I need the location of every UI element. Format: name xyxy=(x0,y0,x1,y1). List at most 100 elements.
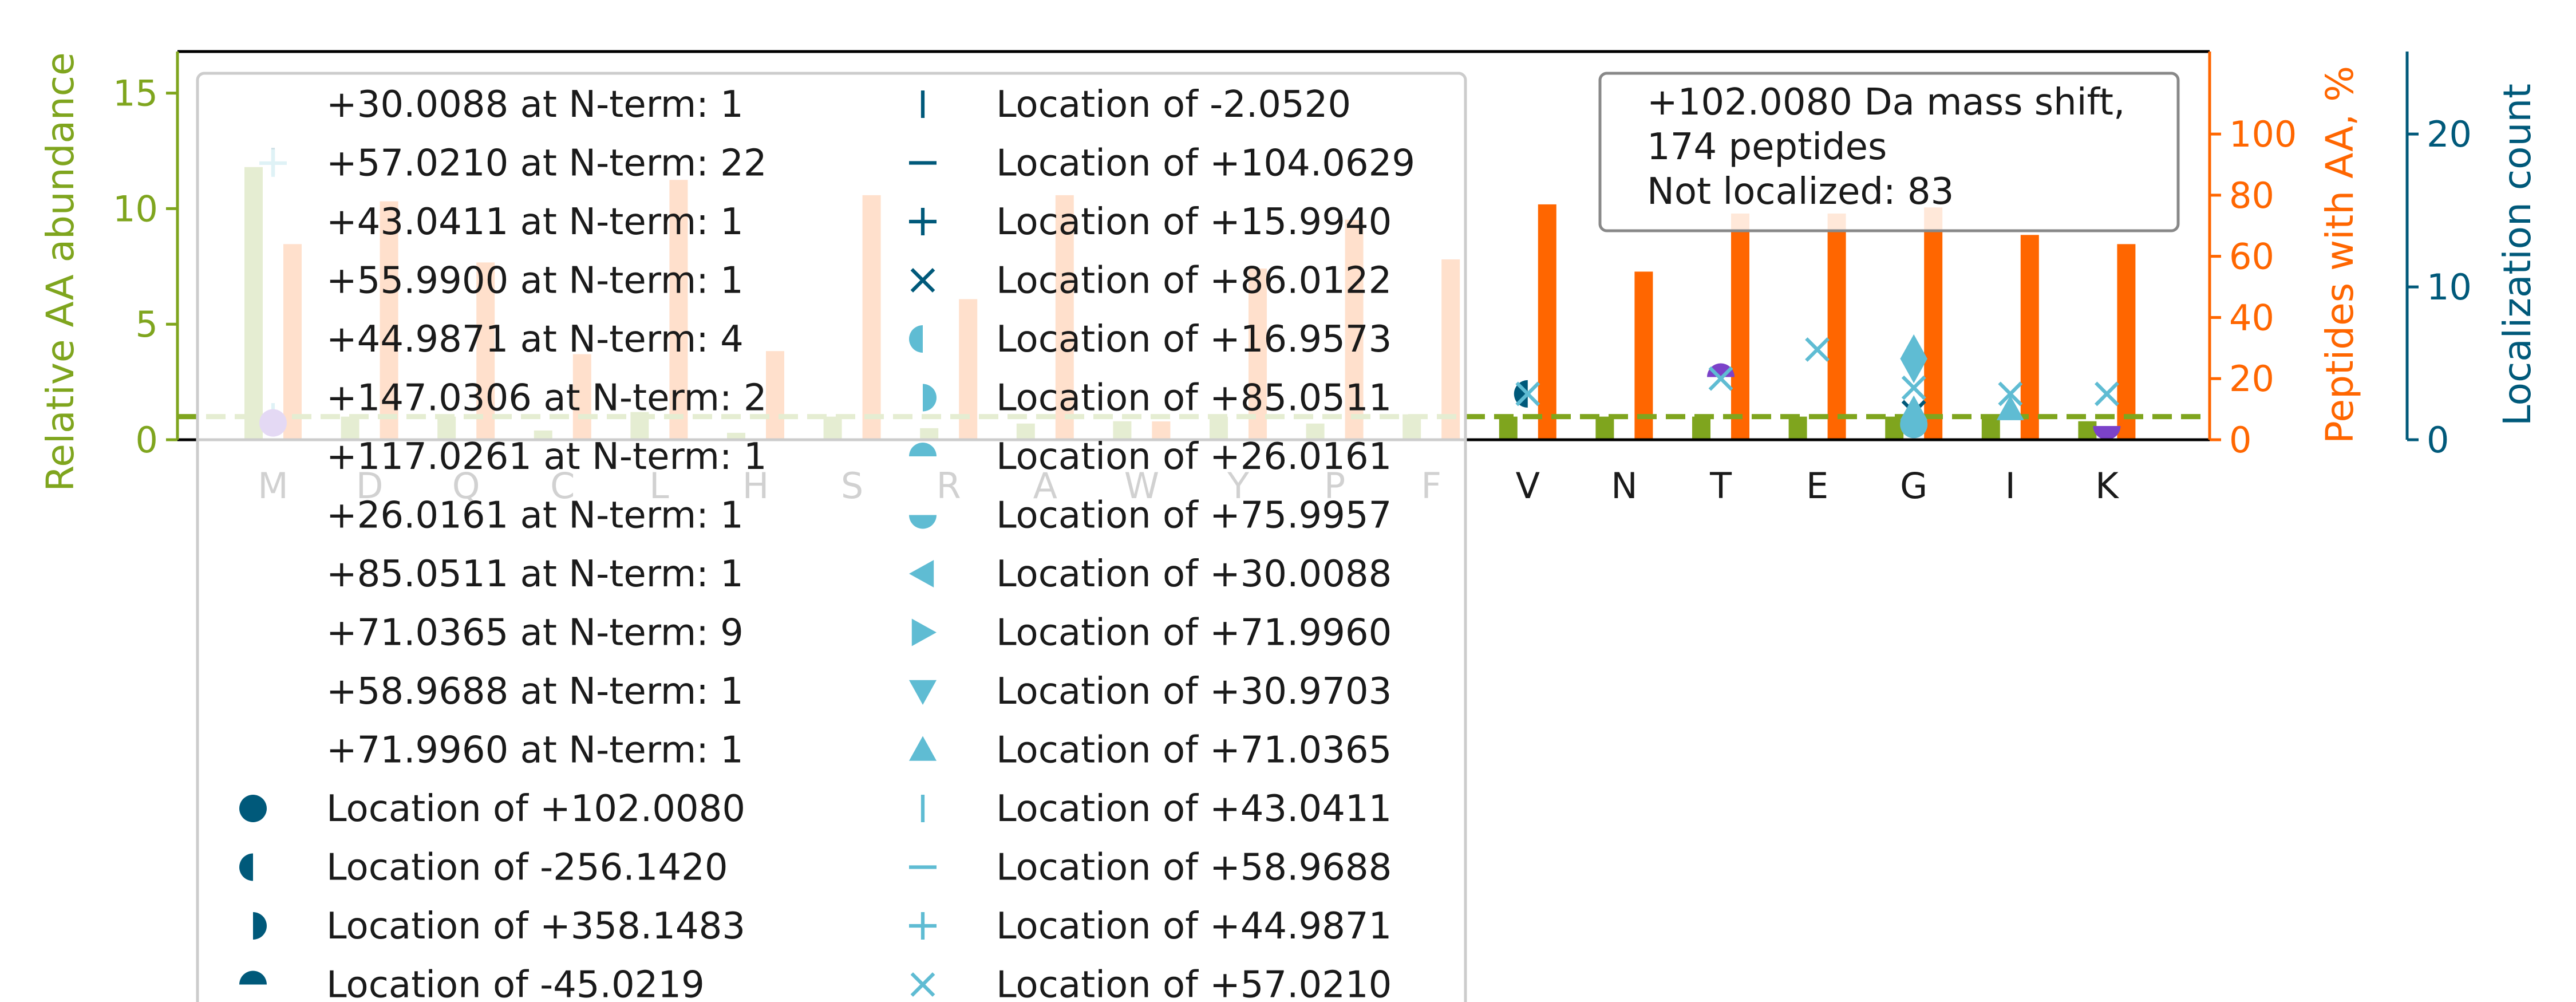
legend-entry-11: +58.9688 at N-term: 1 xyxy=(326,670,744,713)
x-tick-T: T xyxy=(1709,465,1732,507)
legend-entry-14: Location of -256.1420 xyxy=(239,847,728,889)
legend-entry-17: Location of -2.0520 xyxy=(920,84,1351,126)
legend-label-19: Location of +15.9940 xyxy=(996,201,1392,243)
legend-label-1: +30.0088 at N-term: 1 xyxy=(326,84,744,126)
legend-entry-29: Location of +43.0411 xyxy=(920,788,1392,830)
legend-marker-triangle-left-25 xyxy=(909,560,934,587)
legend-entry-6: +147.0306 at N-term: 2 xyxy=(326,377,767,420)
legend-label-4: +55.9900 at N-term: 1 xyxy=(326,260,744,302)
legend-entry-4: +55.9900 at N-term: 1 xyxy=(326,260,744,302)
percent-bar-V xyxy=(1538,204,1556,440)
y-right-tick-100: 100 xyxy=(2229,113,2297,155)
legend-marker-half-top-16 xyxy=(239,971,267,985)
legend-entry-26: Location of +71.9960 xyxy=(911,612,1392,654)
legend-entry-8: +26.0161 at N-term: 1 xyxy=(326,495,744,537)
legend-marker-x-20 xyxy=(910,268,935,293)
legend-entry-22: Location of +85.0511 xyxy=(923,377,1392,420)
y-left-tick-0: 0 xyxy=(136,419,158,461)
legend-marker-x-32 xyxy=(910,972,935,997)
y-right-tick-0: 0 xyxy=(2229,419,2251,461)
legend-entry-2: +57.0210 at N-term: 22 xyxy=(326,143,767,185)
legend-entry-12: +71.9960 at N-term: 1 xyxy=(326,729,744,772)
legend-marker-half-right-15 xyxy=(253,912,267,940)
legend-label-3: +43.0411 at N-term: 1 xyxy=(326,201,744,243)
y-loc-tick-0: 0 xyxy=(2427,419,2449,461)
legend-label-12: +71.9960 at N-term: 1 xyxy=(326,729,744,772)
x-tick-K: K xyxy=(2095,465,2119,507)
legend: +30.0088 at N-term: 1 +57.0210 at N-term:… xyxy=(196,72,1467,1002)
legend-marker-half-top-23 xyxy=(909,443,937,456)
abundance-bar-N xyxy=(1595,416,1614,440)
info-box-line-2: 174 peptides xyxy=(1647,126,1887,168)
legend-marker-triangle-up-28 xyxy=(909,736,937,761)
percent-bar-G xyxy=(1924,207,1943,440)
legend-entry-21: Location of +16.9573 xyxy=(909,318,1392,361)
legend-label-2: +57.0210 at N-term: 22 xyxy=(326,143,767,185)
marker-G-triangle-up-9 xyxy=(1900,334,1928,360)
legend-label-32: Location of +57.0210 xyxy=(996,964,1392,1002)
y-right-tick-80: 80 xyxy=(2229,175,2274,216)
legend-entry-28: Location of +71.0365 xyxy=(909,729,1392,772)
legend-label-18: Location of +104.0629 xyxy=(996,143,1415,185)
y-right-tick-60: 60 xyxy=(2229,236,2274,278)
y-right-tick-20: 20 xyxy=(2229,358,2274,400)
legend-marker-triangle-down-27 xyxy=(909,680,937,705)
marker-E-x-8 xyxy=(1805,337,1830,362)
legend-label-10: +71.0365 at N-term: 9 xyxy=(326,612,744,654)
y-loc-tick-10: 10 xyxy=(2427,266,2472,308)
legend-label-17: Location of -2.0520 xyxy=(996,84,1351,126)
marker-V-x-5 xyxy=(1515,381,1540,407)
legend-label-14: Location of -256.1420 xyxy=(326,847,728,889)
legend-entry-1: +30.0088 at N-term: 1 xyxy=(326,84,744,126)
abundance-bar-V xyxy=(1499,416,1518,440)
legend-entry-25: Location of +30.0088 xyxy=(909,553,1392,595)
legend-label-28: Location of +71.0365 xyxy=(996,729,1392,772)
legend-entry-23: Location of +26.0161 xyxy=(909,436,1392,478)
y-right-tick-40: 40 xyxy=(2229,297,2274,338)
legend-entry-10: +71.0365 at N-term: 9 xyxy=(326,612,744,654)
percent-bar-N xyxy=(1634,271,1653,440)
abundance-bar-G xyxy=(1885,416,1904,440)
legend-marker-half-left-14 xyxy=(239,853,253,881)
legend-entry-7: +117.0261 at N-term: 1 xyxy=(326,436,767,478)
y-left-tick-5: 5 xyxy=(136,303,158,345)
y-right-label: Peptides with AA, % xyxy=(2318,66,2362,444)
marker-I-x-15 xyxy=(1998,381,2023,407)
legend-entry-20: Location of +86.0122 xyxy=(910,260,1392,302)
marker-I-triangle-up-16 xyxy=(1996,395,2024,420)
legend-label-31: Location of +44.9871 xyxy=(996,905,1392,948)
legend-label-5: +44.9871 at N-term: 4 xyxy=(326,318,744,361)
legend-entry-27: Location of +30.9703 xyxy=(909,670,1392,713)
legend-label-26: Location of +71.9960 xyxy=(996,612,1392,654)
y-left-tick-10: 10 xyxy=(113,188,158,230)
legend-label-21: Location of +16.9573 xyxy=(996,318,1392,361)
legend-label-9: +85.0511 at N-term: 1 xyxy=(326,553,744,595)
legend-marker-half-left-21 xyxy=(909,325,923,353)
marker-G-triangle-down-10 xyxy=(1900,358,1928,384)
legend-frame xyxy=(196,72,1467,1002)
marker-K-x-17 xyxy=(2094,381,2119,407)
legend-marker-half-bottom-24 xyxy=(909,515,937,529)
y-axis-localization: 0 10 20 xyxy=(2405,52,2472,461)
legend-marker-triangle-right-26 xyxy=(911,618,937,646)
legend-label-29: Location of +43.0411 xyxy=(996,788,1392,830)
marker-V-half-left-4 xyxy=(1514,380,1528,408)
legend-entry-15: Location of +358.1483 xyxy=(253,905,745,948)
legend-label-8: +26.0161 at N-term: 1 xyxy=(326,495,744,537)
percent-bar-I xyxy=(2020,235,2039,440)
legend-label-15: Location of +358.1483 xyxy=(326,905,745,948)
legend-marker-plus-19 xyxy=(909,208,937,235)
legend-marker-circle-13 xyxy=(239,795,267,822)
marker-K-half-bottom-18 xyxy=(2093,425,2121,440)
legend-label-11: +58.9688 at N-term: 1 xyxy=(326,670,744,713)
legend-entry-31: Location of +44.9871 xyxy=(909,905,1392,948)
legend-label-25: Location of +30.0088 xyxy=(996,553,1392,595)
legend-label-20: Location of +86.0122 xyxy=(996,260,1392,302)
legend-entry-30: Location of +58.9688 xyxy=(909,847,1392,889)
legend-label-27: Location of +30.9703 xyxy=(996,670,1392,713)
legend-entry-16: Location of -45.0219 xyxy=(239,964,705,1002)
legend-label-22: Location of +85.0511 xyxy=(996,377,1392,420)
legend-marker-half-right-22 xyxy=(923,384,937,412)
legend-label-16: Location of -45.0219 xyxy=(326,964,705,1002)
